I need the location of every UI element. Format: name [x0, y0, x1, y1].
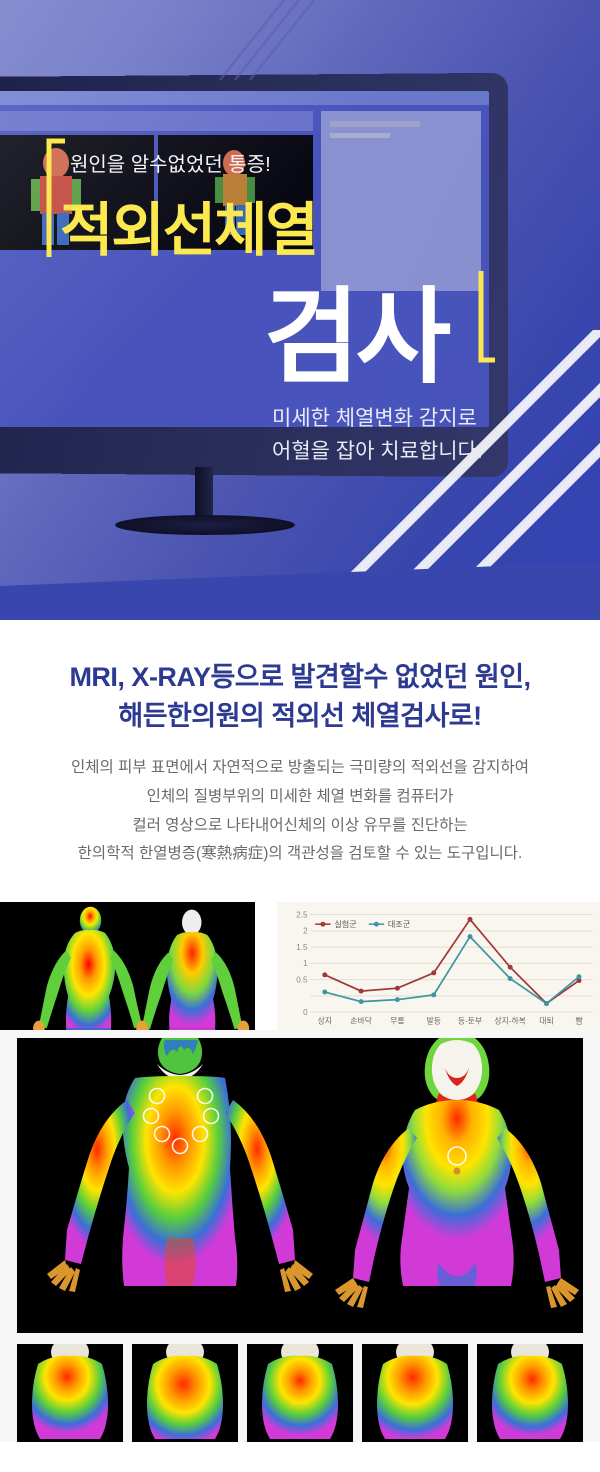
svg-text:뺨: 뺨: [575, 1016, 582, 1026]
svg-text:1: 1: [303, 959, 308, 968]
svg-text:실험군: 실험군: [334, 919, 357, 929]
svg-text:손바닥: 손바닥: [350, 1016, 372, 1026]
svg-text:2.5: 2.5: [296, 910, 308, 919]
svg-text:발등: 발등: [427, 1016, 441, 1026]
svg-text:상지: 상지: [318, 1016, 332, 1026]
svg-text:대퇴: 대퇴: [539, 1017, 553, 1026]
svg-text:대조군: 대조군: [388, 920, 411, 929]
svg-text:1.5: 1.5: [296, 943, 308, 952]
svg-text:등-둔부: 등-둔부: [458, 1017, 482, 1026]
svg-text:2: 2: [303, 927, 308, 936]
svg-text:상지-하복: 상지-하복: [494, 1016, 525, 1026]
svg-text:0: 0: [303, 1008, 308, 1017]
svg-text:0.5: 0.5: [296, 975, 308, 984]
svg-text:무릎: 무릎: [390, 1017, 404, 1026]
